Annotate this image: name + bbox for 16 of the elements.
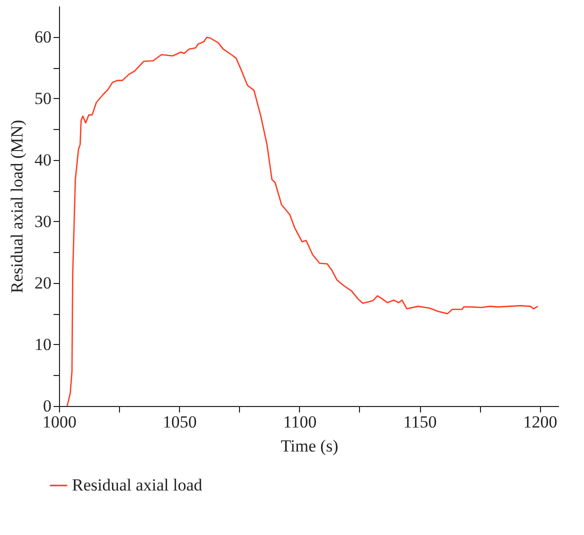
x-tick-label: 1200 — [523, 412, 558, 432]
y-tick-label: 60 — [34, 27, 52, 46]
y-axis-title: Residual axial load (MN) — [8, 120, 26, 294]
y-tick-label: 30 — [34, 212, 52, 231]
x-tick-label: 1150 — [403, 412, 437, 432]
line-series — [66, 36, 538, 407]
y-tick-label: 20 — [34, 273, 52, 292]
y-tick-label: 50 — [34, 88, 52, 108]
x-tick-label: 1000 — [42, 412, 76, 432]
y-tick-label: 0 — [43, 396, 52, 416]
x-axis-title: Time (s) — [280, 436, 338, 456]
x-tick-label: 1050 — [162, 412, 197, 432]
y-tick-label: 40 — [34, 150, 52, 170]
x-tick-label: 1100 — [283, 412, 317, 432]
legend-label: Residual axial load — [72, 476, 203, 494]
y-tick-label: 10 — [34, 334, 52, 354]
